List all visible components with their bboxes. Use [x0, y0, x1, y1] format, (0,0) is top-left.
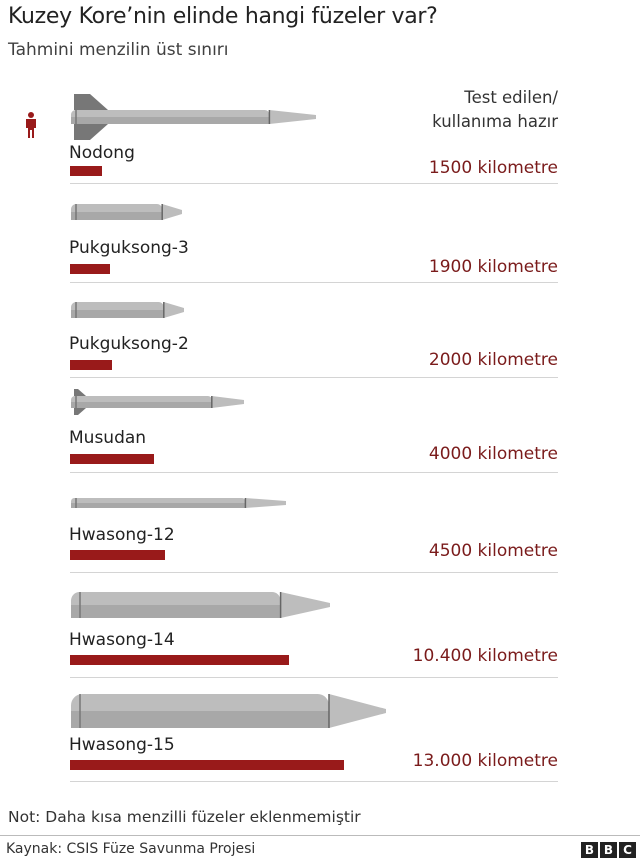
- legend: Test edilen/ kullanıma hazır: [432, 86, 558, 134]
- footer-divider: [0, 835, 640, 836]
- range-label: 1900 kilometre: [428, 257, 558, 277]
- range-label: 4500 kilometre: [428, 541, 558, 561]
- missile-name: Pukguksong-2: [69, 334, 189, 354]
- row-divider: [70, 472, 558, 473]
- range-label: 13.000 kilometre: [412, 751, 558, 771]
- range-bar: [70, 655, 290, 665]
- missile-name: Hwasong-15: [69, 735, 175, 755]
- row-divider: [70, 677, 558, 678]
- legend-line-2: kullanıma hazır: [432, 112, 558, 131]
- missile-hwasong-14-icon: [71, 592, 330, 618]
- row-divider: [70, 572, 558, 573]
- range-bar: [70, 454, 155, 464]
- row-divider: [70, 282, 558, 283]
- legend-line-1: Test edilen/: [464, 88, 558, 107]
- missile-name: Hwasong-12: [69, 525, 175, 545]
- note: Not: Daha kısa menzilli füzeler eklenmem…: [8, 808, 361, 826]
- missile-name: Musudan: [69, 428, 147, 448]
- range-bar: [70, 264, 111, 274]
- row-divider: [70, 781, 558, 782]
- missile-hwasong-12-icon: [71, 498, 286, 508]
- range-bar: [70, 166, 102, 176]
- range-label: 1500 kilometre: [428, 158, 558, 178]
- missile-pukguksong-2-icon: [71, 302, 184, 318]
- chart-title: Kuzey Kore’nin elinde hangi füzeler var?: [8, 4, 438, 29]
- range-label: 4000 kilometre: [428, 444, 558, 464]
- row-divider: [70, 377, 558, 378]
- chart-subtitle: Tahmini menzilin üst sınırı: [8, 40, 229, 60]
- range-label: 2000 kilometre: [428, 350, 558, 370]
- missile-name: Nodong: [69, 143, 135, 163]
- source: Kaynak: CSIS Füze Savunma Projesi: [6, 841, 256, 857]
- missile-name: Hwasong-14: [69, 630, 175, 650]
- missile-hwasong-15-icon: [71, 694, 386, 728]
- row-divider: [70, 183, 558, 184]
- range-label: 10.400 kilometre: [412, 646, 558, 666]
- missile-nodong-icon: [71, 94, 316, 140]
- person-icon: [26, 112, 36, 138]
- range-bar: [70, 360, 113, 370]
- missile-name: Pukguksong-3: [69, 238, 189, 258]
- missile-pukguksong-3-icon: [71, 204, 182, 220]
- range-bar: [70, 550, 165, 560]
- range-bar: [70, 760, 344, 770]
- missile-musudan-icon: [71, 389, 244, 415]
